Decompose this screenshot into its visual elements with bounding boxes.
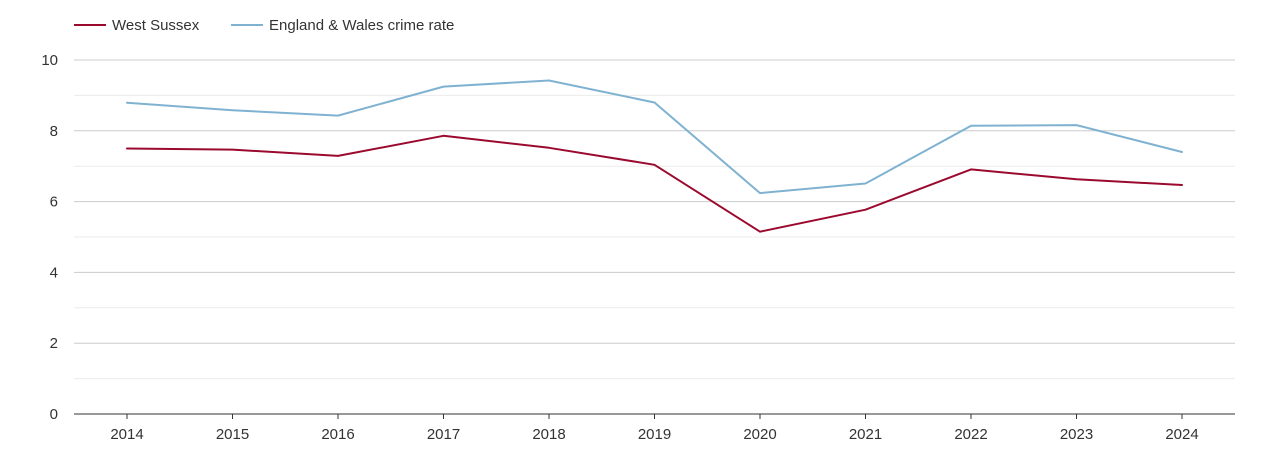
legend: West Sussex England & Wales crime rate [74, 17, 454, 34]
y-tick-label: 2 [50, 335, 58, 352]
y-tick-label: 0 [50, 406, 58, 423]
x-tick-label: 2020 [743, 426, 776, 443]
x-tick-label: 2016 [321, 426, 354, 443]
x-tick-label: 2023 [1060, 426, 1093, 443]
legend-label-england-wales: England & Wales crime rate [269, 17, 454, 34]
x-tick-label: 2014 [110, 426, 143, 443]
x-tick-label: 2015 [216, 426, 249, 443]
x-tick-label: 2018 [532, 426, 565, 443]
legend-item-england-wales[interactable]: England & Wales crime rate [231, 17, 454, 34]
y-tick-label: 8 [50, 123, 58, 140]
x-tick-label: 2017 [427, 426, 460, 443]
x-tick-label: 2021 [849, 426, 882, 443]
x-tick-label: 2022 [954, 426, 987, 443]
gridlines [74, 59, 1235, 380]
axes: 0 2 4 6 8 10 2014 2015 2016 2017 2018 2019 2020 2021 2… [41, 52, 1235, 443]
x-tick-label: 2019 [638, 426, 671, 443]
legend-item-west-sussex[interactable]: West Sussex [74, 17, 200, 34]
y-tick-label: 4 [50, 264, 58, 281]
x-tick-label: 2024 [1165, 426, 1198, 443]
series-line-west-sussex[interactable] [126, 134, 1183, 233]
y-tick-label: 10 [41, 52, 58, 69]
legend-label-west-sussex: West Sussex [112, 17, 200, 34]
series-line-england-wales-crime-rate[interactable] [126, 79, 1183, 195]
y-tick-label: 6 [50, 194, 58, 211]
series-lines [126, 79, 1183, 233]
